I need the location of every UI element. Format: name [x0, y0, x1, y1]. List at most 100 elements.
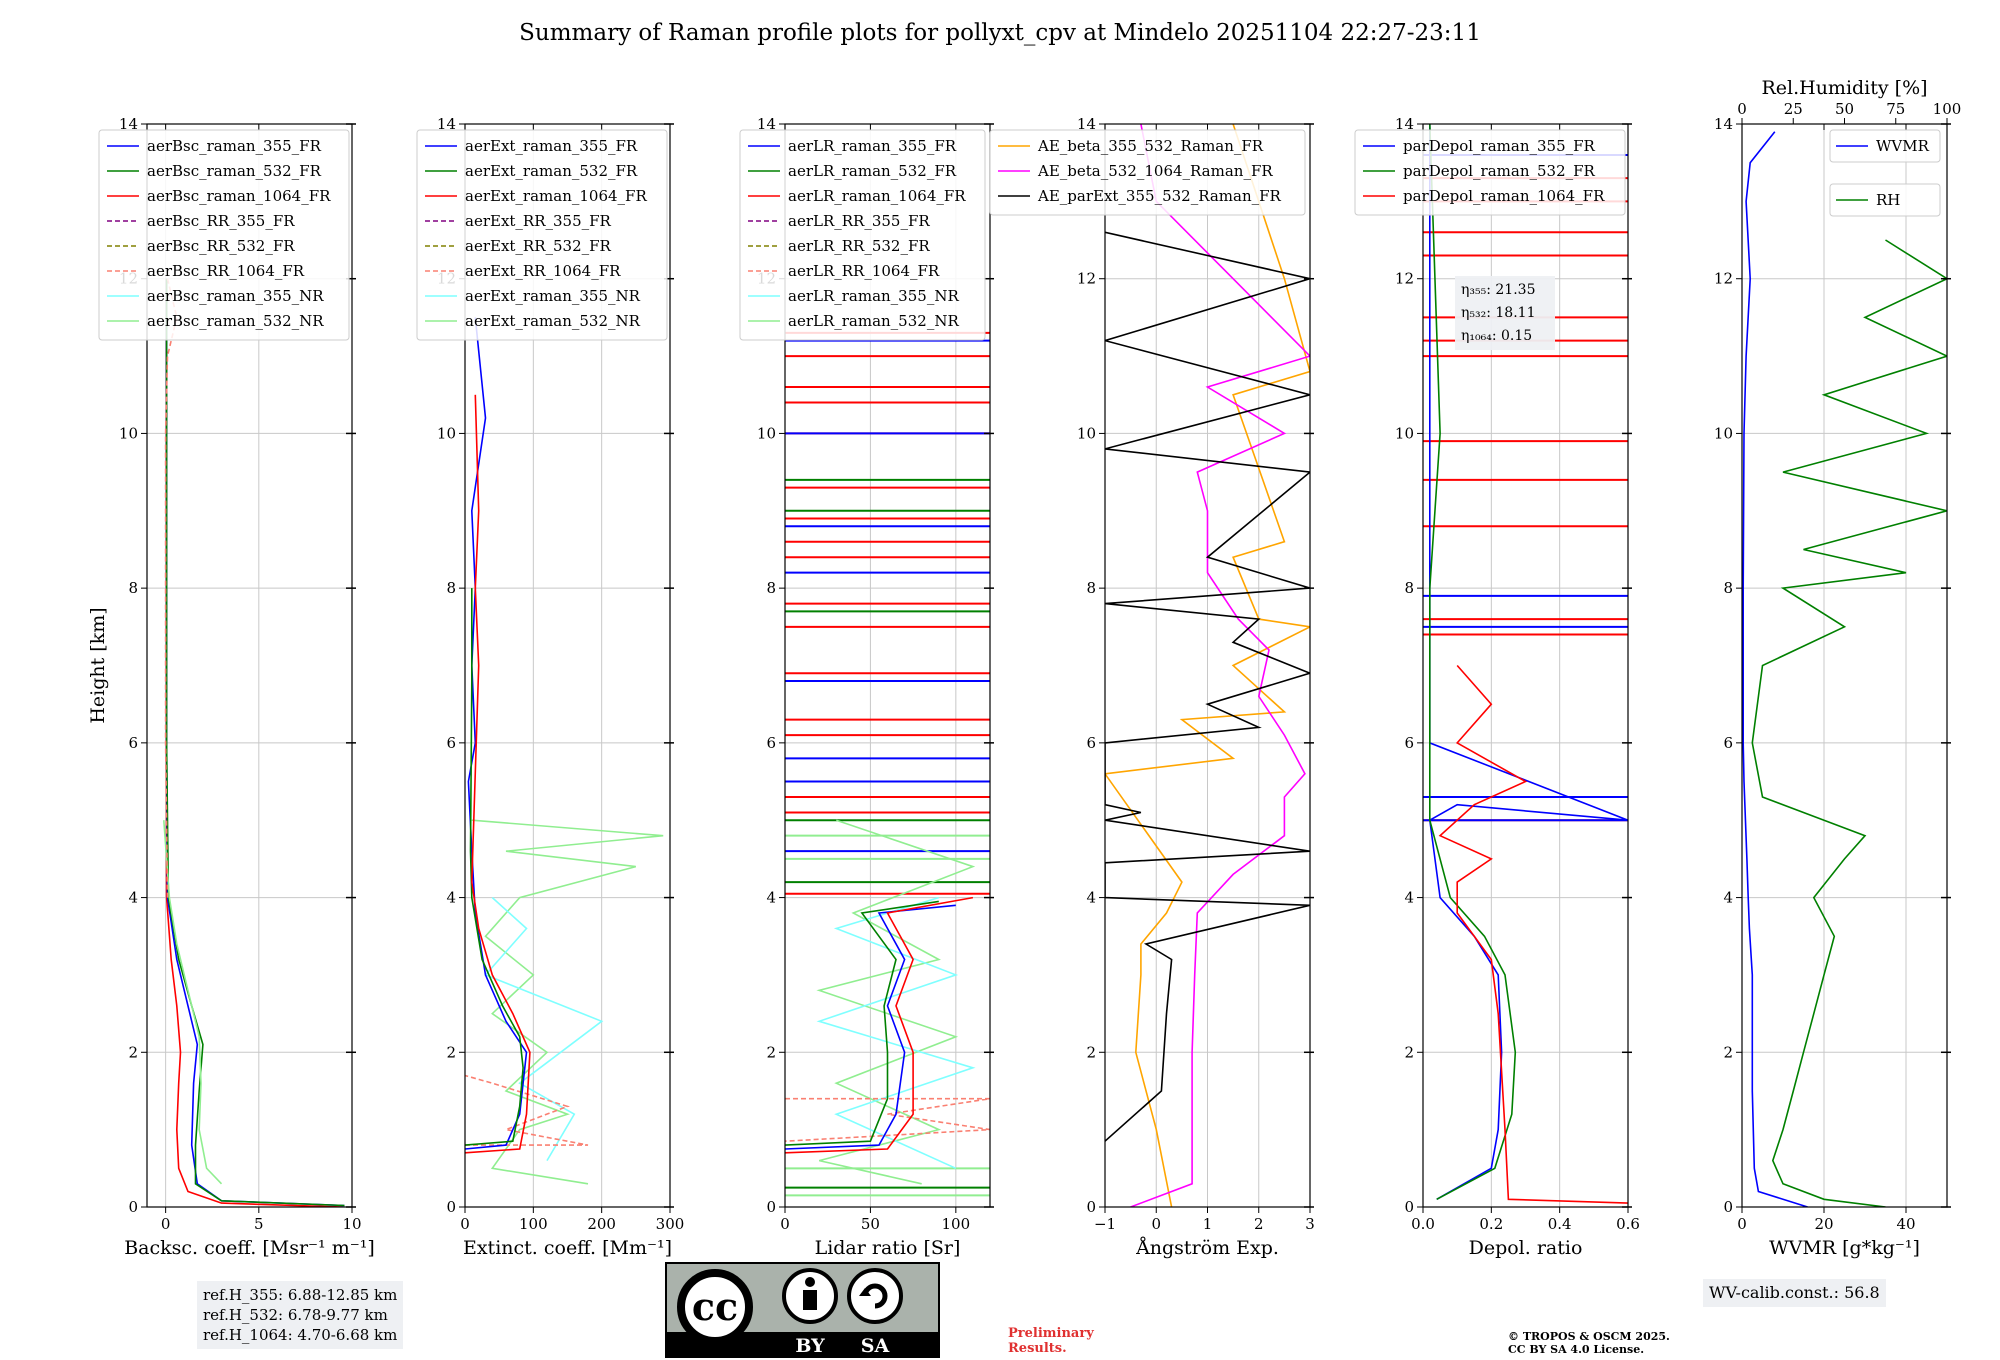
copyright-note: © TROPOS & OSCM 2025. CC BY SA 4.0 Licen… — [1508, 1330, 1670, 1356]
y-tick-label: 4 — [1404, 889, 1414, 907]
legend-entry: aerLR_raman_355_NR — [788, 287, 959, 305]
y-tick-label: 14 — [437, 115, 456, 133]
x-tick-label: 0.0 — [1411, 1215, 1435, 1233]
legend-box — [416, 129, 668, 341]
page-title: Summary of Raman profile plots for polly… — [519, 20, 1481, 46]
legend-entry: aerBsc_raman_1064_FR — [147, 187, 331, 205]
legend-entry: RH — [1876, 191, 1900, 209]
series-aerBsc_raman_355_FR — [165, 278, 345, 1207]
series-aerLR_raman_532_NR — [816, 819, 976, 1185]
legend-entry: AE_beta_355_532_Raman_FR — [1037, 137, 1264, 155]
axes-frame — [784, 123, 991, 1208]
legend-entry: aerBsc_RR_1064_FR — [147, 262, 305, 280]
panel-depol: 0.0 0.2 0.4 0.6 0 2 4 6 8 10 12 14 Depol. ratio parDe… — [1354, 115, 1640, 1259]
y-tick-label: 14 — [1395, 115, 1414, 133]
legend-entry: aerExt_raman_1064_FR — [465, 187, 647, 205]
series-aerLR_raman_532_FR — [785, 900, 939, 1146]
y-tick-label: 2 — [1404, 1043, 1414, 1061]
legend-entry: aerLR_RR_532_FR — [788, 237, 930, 255]
legend-box — [739, 129, 986, 341]
legend-entry: aerBsc_raman_355_FR — [147, 137, 322, 155]
x-axis-label: Depol. ratio — [1469, 1237, 1583, 1259]
sa-label: SA — [861, 1335, 890, 1357]
y-tick-label: 14 — [119, 115, 138, 133]
y-tick-label: 6 — [1723, 734, 1733, 752]
panel-lr: 05010002468101214Lidar ratio [Sr]aerLR_r… — [739, 115, 994, 1259]
y-tick-label: 4 — [766, 889, 776, 907]
eta-entry: η₁₀₆₄: 0.15 — [1461, 328, 1532, 344]
legend-entry: aerExt_RR_532_FR — [465, 237, 612, 255]
x-tick-label: 2 — [1254, 1215, 1264, 1233]
y-tick-label: 2 — [766, 1043, 776, 1061]
series-parDepol_raman_1064_FR — [1438, 664, 1628, 1204]
y-tick-label: 4 — [446, 889, 456, 907]
top-tick-label: 100 — [1933, 100, 1962, 118]
series-parDepol_raman_532_FR — [1429, 124, 1517, 1201]
plot-area-bsc — [163, 278, 345, 1207]
series-aerExt_RR_1064_FR — [465, 1074, 589, 1146]
legend-entry: aerBsc_RR_355_FR — [147, 212, 295, 230]
series-aerLR_raman_355_FR — [785, 904, 956, 1150]
legend-entry: parDepol_raman_355_FR — [1403, 137, 1596, 155]
legend-box — [989, 129, 1306, 216]
series-aerExt_raman_1064_FR — [465, 394, 531, 1154]
y-tick-label: 0 — [128, 1198, 138, 1216]
legend-entry: aerExt_raman_355_FR — [465, 137, 638, 155]
axes-frame — [146, 123, 353, 1208]
legend-entry: aerBsc_raman_355_NR — [147, 287, 324, 305]
y-tick-label: 10 — [1714, 424, 1733, 442]
refh-1064: ref.H_1064: 4.70-6.68 km — [203, 1326, 398, 1344]
series-WVMR — [1742, 131, 1808, 1207]
refh-355: ref.H_355: 6.88-12.85 km — [203, 1286, 398, 1304]
y-axis-label: Height [km] — [87, 607, 109, 723]
legend-entry: aerExt_raman_355_NR — [465, 287, 641, 305]
legend-entry: aerExt_raman_532_NR — [465, 312, 641, 330]
legend-entry: aerExt_RR_355_FR — [465, 212, 612, 230]
y-tick-label: 0 — [1086, 1198, 1096, 1216]
y-tick-label: 10 — [119, 424, 138, 442]
top-tick-label: 25 — [1784, 100, 1803, 118]
x-axis-label: Ångström Exp. — [1135, 1237, 1279, 1259]
legend-entry: aerBsc_raman_532_NR — [147, 312, 324, 330]
legend-wv: WVMR RH — [1829, 129, 1941, 217]
legend-entry: aerExt_RR_1064_FR — [465, 262, 621, 280]
x-tick-label: −1 — [1094, 1215, 1116, 1233]
y-tick-label: 4 — [128, 889, 138, 907]
panel-ext: 010020030002468101214Extinct. coeff. [Mm… — [416, 115, 684, 1259]
x-tick-label: 20 — [1814, 1215, 1833, 1233]
y-tick-label: 2 — [128, 1043, 138, 1061]
legend-box — [1829, 129, 1941, 163]
y-tick-label: 12 — [1714, 270, 1733, 288]
legend-entry: aerLR_raman_355_FR — [788, 137, 957, 155]
panel-wv: 0 20 40 0 2 4 6 8 10 12 14 WVMR [g*kg⁻¹] 0 25 50 75 100 R… — [1714, 77, 1961, 1259]
eta-entry: η₅₃₂: 18.11 — [1461, 305, 1535, 321]
series-aerBsc_raman_532_FR — [165, 278, 345, 1207]
y-tick-label: 8 — [128, 579, 138, 597]
y-tick-label: 10 — [1395, 424, 1414, 442]
x-tick-label: 50 — [861, 1215, 880, 1233]
legend-box — [1829, 183, 1941, 217]
legend-box — [98, 129, 350, 341]
top-axis-label: Rel.Humidity [%] — [1761, 77, 1927, 99]
y-tick-label: 8 — [766, 579, 776, 597]
series-aerLR_raman_1064_FR — [785, 896, 974, 1154]
y-tick-label: 4 — [1723, 889, 1733, 907]
x-axis-label: WVMR [g*kg⁻¹] — [1769, 1237, 1920, 1259]
y-tick-label: 6 — [446, 734, 456, 752]
x-axis-label: Extinct. coeff. [Mm⁻¹] — [463, 1237, 672, 1259]
reference-height-box: ref.H_355: 6.88-12.85 km ref.H_532: 6.78… — [197, 1281, 404, 1349]
x-axis-label: Backsc. coeff. [Msr⁻¹ m⁻¹] — [124, 1237, 375, 1259]
axes-frame — [464, 123, 671, 1208]
series-aerLR_raman_355_NR — [816, 896, 976, 1170]
y-tick-label: 14 — [1714, 115, 1733, 133]
by-label: BY — [795, 1335, 825, 1357]
y-tick-label: 4 — [1086, 889, 1096, 907]
y-tick-label: 10 — [757, 424, 776, 442]
y-tick-label: 0 — [1404, 1198, 1414, 1216]
series-aerLR_RR_1064_FR — [785, 1097, 990, 1142]
x-axis-label: Lidar ratio [Sr] — [815, 1237, 961, 1259]
x-tick-label: 40 — [1896, 1215, 1915, 1233]
preliminary-note: Preliminary Results. — [1008, 1326, 1094, 1356]
x-tick-label: 100 — [942, 1215, 971, 1233]
y-tick-label: 2 — [1723, 1043, 1733, 1061]
